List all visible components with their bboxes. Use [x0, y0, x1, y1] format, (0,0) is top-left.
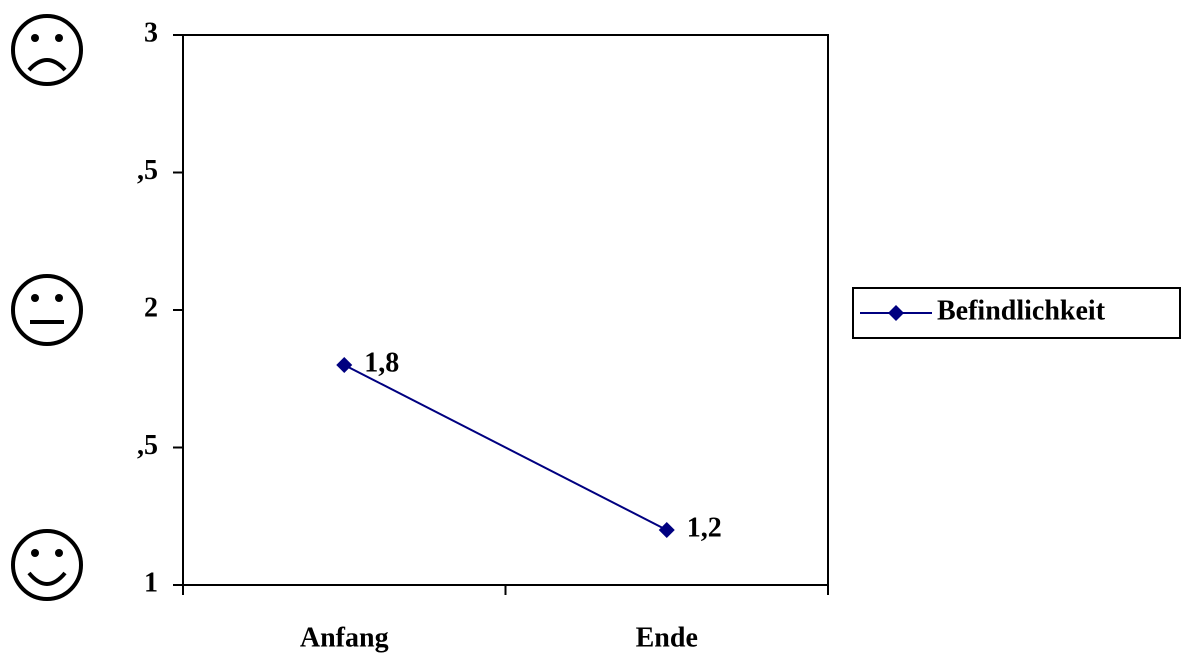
plot-area [182, 34, 829, 586]
x-tick-label: Anfang [300, 622, 389, 653]
happy-face [11, 529, 83, 601]
y-tick-label: 1 [144, 567, 158, 598]
face-icons [11, 14, 83, 601]
data-label: 1,2 [687, 512, 722, 543]
neutral-face [11, 274, 83, 346]
y-tick-label: ,5 [137, 430, 158, 461]
legend-marker [888, 305, 904, 321]
y-tick-label: ,5 [137, 155, 158, 186]
x-tick-label: Ende [636, 622, 698, 653]
y-tick-label: 3 [144, 17, 158, 48]
data-line [343, 364, 668, 531]
data-point [336, 357, 353, 373]
legend-box [852, 287, 1181, 339]
y-tick-label: 2 [144, 292, 158, 323]
legend-label: Befindlichkeit [937, 295, 1106, 326]
data-point [658, 522, 675, 538]
sad-face [11, 14, 83, 86]
data-label: 1,8 [364, 347, 399, 378]
